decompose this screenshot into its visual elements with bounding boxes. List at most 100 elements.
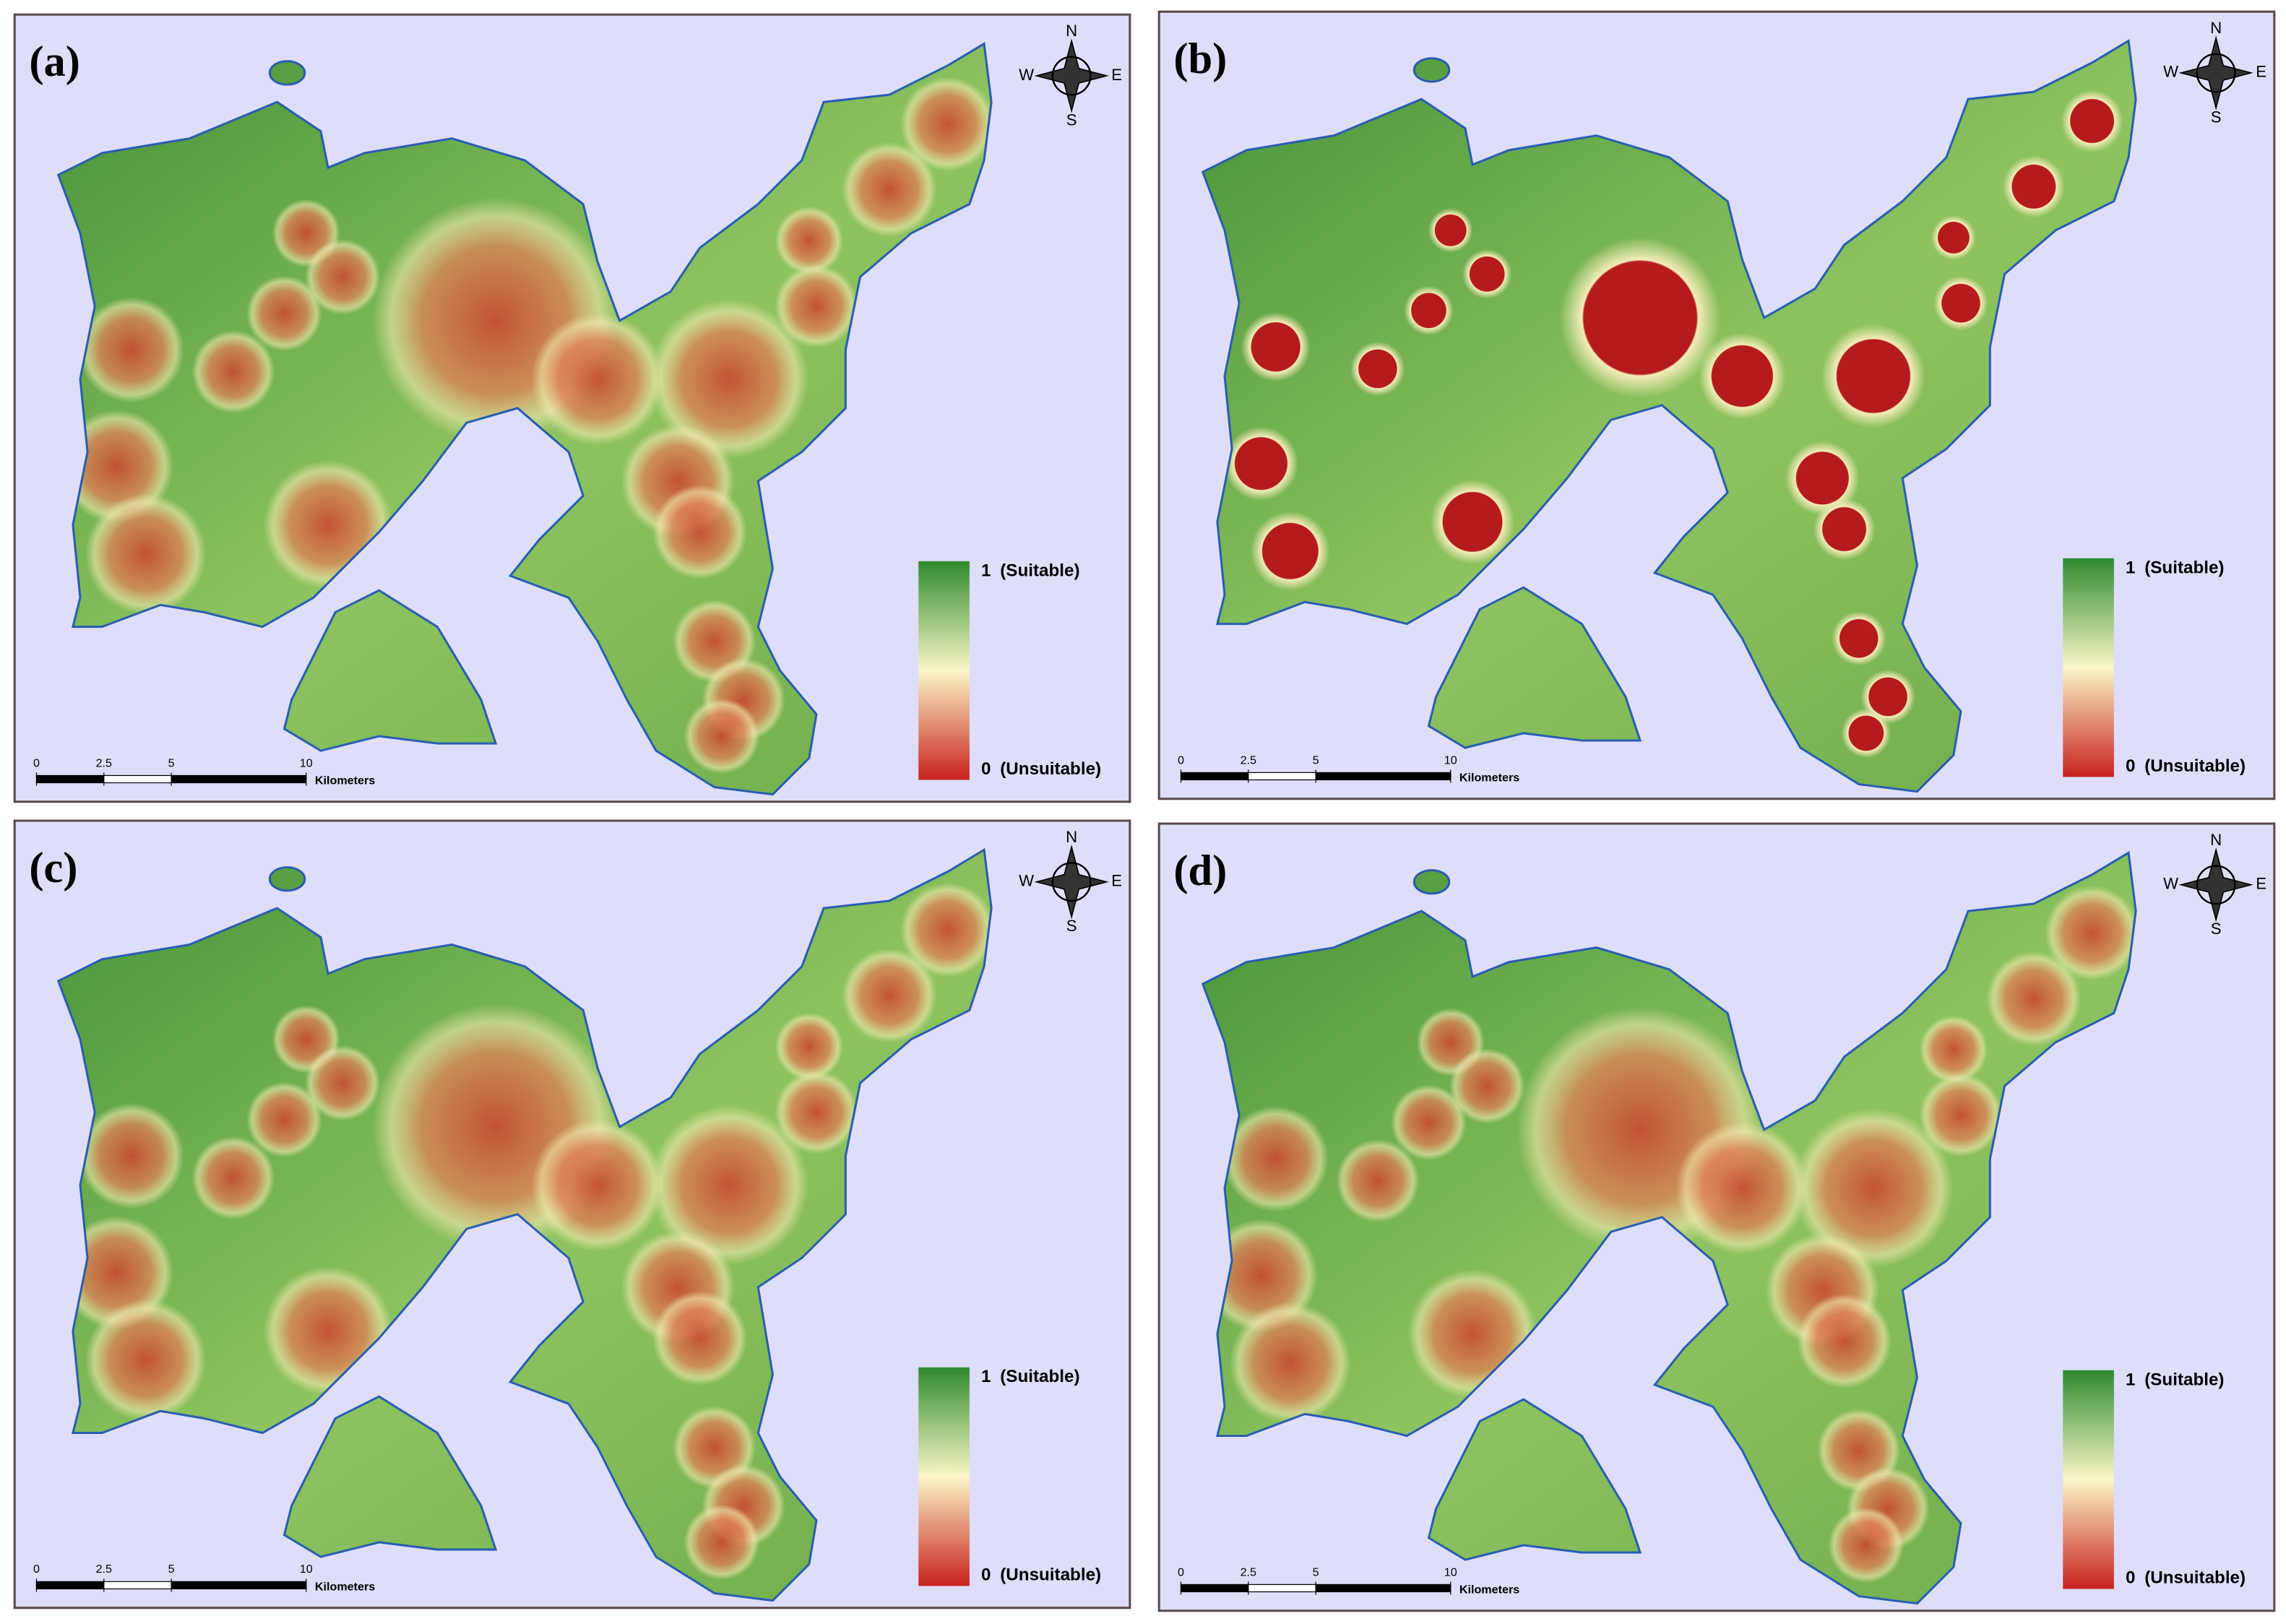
restricted-zone bbox=[1699, 332, 1786, 420]
scale-segment bbox=[35, 774, 105, 784]
scale-segment bbox=[103, 1581, 172, 1590]
legend-colorbar bbox=[918, 1367, 970, 1586]
low-suitability-zone bbox=[652, 484, 748, 580]
low-suitability-zone bbox=[1986, 951, 2082, 1046]
low-suitability-zone bbox=[1449, 1048, 1525, 1124]
map-panel: (a) N S W E 1 (Suitable) 0 (Unsuitable) 0 2.5 5 10Ki… bbox=[13, 13, 1131, 803]
low-suitability-zone bbox=[1919, 1015, 1988, 1084]
compass-e: E bbox=[1111, 872, 1122, 890]
legend-low: 0 bbox=[2126, 756, 2135, 776]
low-suitability-zone bbox=[304, 238, 381, 315]
scale-tick-label: 5 bbox=[168, 1563, 175, 1576]
compass-e: E bbox=[1111, 66, 1122, 84]
scale-tick-label: 0 bbox=[33, 756, 40, 769]
compass-s: S bbox=[1066, 111, 1077, 129]
scale-tick-label: 10 bbox=[300, 756, 313, 769]
low-suitability-zone bbox=[1222, 1105, 1329, 1212]
low-suitability-zone bbox=[775, 206, 844, 275]
scale-segment bbox=[1315, 1584, 1452, 1593]
restricted-zone bbox=[1250, 511, 1330, 591]
legend-colorbar bbox=[2063, 558, 2114, 777]
low-suitability-zone bbox=[246, 1081, 322, 1158]
scale-tick-label: 0 bbox=[1178, 753, 1184, 766]
low-suitability-zone bbox=[1229, 1302, 1351, 1424]
compass-s: S bbox=[1066, 917, 1077, 935]
legend-colorbar bbox=[2063, 1370, 2114, 1589]
low-suitability-zone bbox=[775, 1012, 844, 1081]
legend-high-label: (Suitable) bbox=[1000, 561, 1079, 580]
scale-tick-label: 0 bbox=[1178, 1565, 1184, 1578]
compass-rose bbox=[1034, 845, 1109, 920]
legend-low-label: (Unsuitable) bbox=[2144, 1568, 2246, 1588]
low-suitability-zone bbox=[1391, 1084, 1467, 1161]
restricted-zone bbox=[1813, 498, 1876, 561]
scale-tick-label: 2.5 bbox=[96, 756, 112, 769]
restricted-zone bbox=[1223, 426, 1298, 501]
scale-segment bbox=[35, 1581, 105, 1590]
scale-tick-label: 0 bbox=[33, 1563, 40, 1576]
restricted-zone bbox=[1931, 215, 1976, 260]
low-suitability-zone bbox=[2045, 885, 2136, 980]
low-suitability-zone bbox=[304, 1045, 381, 1121]
compass-ring bbox=[1051, 56, 1092, 96]
compass-w: W bbox=[1019, 66, 1034, 84]
compass-s: S bbox=[2211, 108, 2222, 126]
low-suitability-zone bbox=[900, 76, 992, 172]
low-suitability-zone bbox=[649, 299, 809, 459]
legend-low: 0 bbox=[981, 759, 991, 779]
panel-label: (b) bbox=[1173, 35, 1227, 83]
scale-unit: Kilometers bbox=[315, 774, 375, 787]
legend-high: 1 bbox=[2126, 558, 2135, 577]
low-suitability-zone bbox=[652, 1290, 748, 1386]
compass-e: E bbox=[2256, 875, 2266, 893]
low-suitability-zone bbox=[1919, 1073, 2003, 1157]
compass-n: N bbox=[1066, 22, 1077, 40]
compass-w: W bbox=[1019, 872, 1034, 890]
low-suitability-zone bbox=[531, 1118, 665, 1252]
legend-low-label: (Unsuitable) bbox=[1000, 759, 1101, 779]
legend-low-label: (Unsuitable) bbox=[2144, 756, 2246, 776]
low-suitability-zone bbox=[78, 296, 185, 403]
legend-high: 1 bbox=[981, 1367, 991, 1386]
low-suitability-zone bbox=[246, 275, 322, 352]
map-panel: (d) N S W E 1 (Suitable) 0 (Unsuitable) 0 2.5 5 10Ki… bbox=[1157, 822, 2276, 1612]
legend-high-label: (Suitable) bbox=[1000, 1367, 1079, 1386]
scale-segment bbox=[1248, 772, 1316, 781]
low-suitability-zone bbox=[1796, 1293, 1892, 1388]
low-suitability-zone bbox=[842, 142, 937, 237]
legend-low-label: (Unsuitable) bbox=[1000, 1565, 1101, 1585]
restricted-zone bbox=[1430, 480, 1515, 564]
scale-tick-label: 5 bbox=[1313, 753, 1319, 766]
compass-rose bbox=[2178, 35, 2253, 111]
low-suitability-zone bbox=[775, 264, 858, 348]
restricted-zone bbox=[1350, 341, 1405, 397]
low-suitability-zone bbox=[900, 882, 992, 977]
panel-label: (a) bbox=[29, 38, 80, 86]
scale-unit: Kilometers bbox=[315, 1580, 375, 1593]
restricted-zone bbox=[1832, 611, 1886, 666]
map-panel: (c) N S W E 1 (Suitable) 0 (Unsuitable) 0 2.5 5 10Ki… bbox=[13, 819, 1131, 1610]
low-suitability-zone bbox=[683, 698, 760, 774]
legend-high-label: (Suitable) bbox=[2144, 558, 2224, 577]
restricted-zone bbox=[1404, 285, 1454, 336]
panel-label: (c) bbox=[29, 844, 77, 892]
restricted-zone bbox=[1241, 312, 1311, 382]
scale-segment bbox=[1248, 1584, 1316, 1593]
scale-tick-label: 10 bbox=[1444, 753, 1457, 766]
scale-tick-label: 2.5 bbox=[1241, 753, 1256, 766]
compass-ring bbox=[2196, 865, 2236, 905]
scale-segment bbox=[1180, 1584, 1249, 1593]
scale-segment bbox=[171, 1581, 307, 1590]
compass-w: W bbox=[2163, 875, 2178, 893]
scale-segment bbox=[103, 774, 172, 784]
scale-tick-label: 10 bbox=[1444, 1565, 1457, 1578]
scale-tick-label: 5 bbox=[168, 756, 175, 769]
legend-colorbar bbox=[918, 561, 970, 780]
low-suitability-zone bbox=[1336, 1139, 1420, 1223]
scale-tick-label: 5 bbox=[1313, 1565, 1319, 1578]
low-suitability-zone bbox=[1793, 1108, 1954, 1268]
scale-segment bbox=[1180, 772, 1249, 781]
compass-ring bbox=[1051, 862, 1092, 902]
compass-rose bbox=[2178, 847, 2253, 923]
